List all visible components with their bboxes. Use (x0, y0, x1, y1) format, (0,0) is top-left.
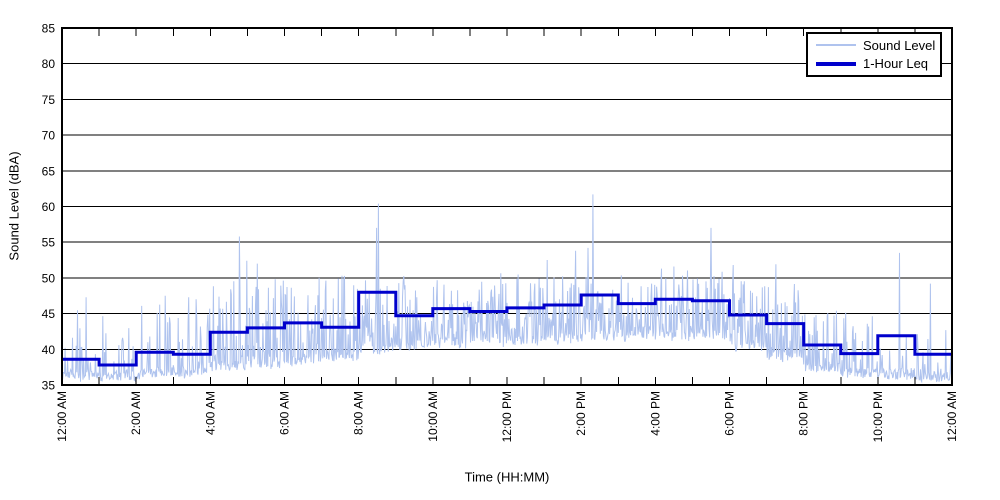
y-tick-label: 60 (42, 200, 56, 214)
x-tick-label: 12:00 PM (500, 391, 514, 442)
y-tick-label: 80 (42, 57, 56, 71)
y-tick-label: 75 (42, 93, 56, 107)
x-tick-label: 10:00 AM (426, 391, 440, 442)
x-tick-label: 4:00 PM (648, 391, 662, 436)
legend-label-sound-level: Sound Level (863, 37, 936, 53)
legend-item-sound-level: Sound Level (816, 39, 940, 52)
x-tick-label: 2:00 PM (574, 391, 588, 436)
x-tick-label: 6:00 PM (723, 391, 737, 436)
y-tick-label: 50 (42, 271, 56, 285)
x-tick-label: 2:00 AM (129, 391, 143, 435)
y-tick-label: 55 (42, 236, 56, 250)
x-tick-label: 12:00 AM (945, 391, 959, 442)
sound-level-line-swatch (816, 44, 856, 47)
y-tick-label: 65 (42, 164, 56, 178)
x-tick-label: 8:00 AM (352, 391, 366, 435)
x-tick-label: 4:00 AM (203, 391, 217, 435)
leq-line-swatch (816, 61, 856, 66)
legend-item-1-hour-leq: 1-Hour Leq (816, 57, 940, 70)
x-tick-label: 12:00 AM (55, 391, 69, 442)
x-tick-label: 10:00 PM (871, 391, 885, 442)
x-axis-title: Time (HH:MM) (464, 469, 550, 485)
y-axis-title: Sound Level (dBA) (6, 151, 22, 261)
sound-level-trace (61, 194, 952, 384)
leq-step-line (62, 290, 952, 367)
legend-label-1-hour-leq: 1-Hour Leq (863, 56, 929, 72)
x-tick-label: 6:00 AM (278, 391, 292, 435)
y-tick-label: 70 (42, 129, 56, 143)
x-tick-label: 8:00 PM (797, 391, 811, 436)
y-tick-label: 45 (42, 307, 56, 321)
y-tick-label: 40 (42, 343, 56, 357)
legend: Sound Level 1-Hour Leq (806, 32, 942, 77)
y-tick-label: 35 (42, 379, 56, 393)
y-tick-label: 85 (42, 22, 56, 36)
